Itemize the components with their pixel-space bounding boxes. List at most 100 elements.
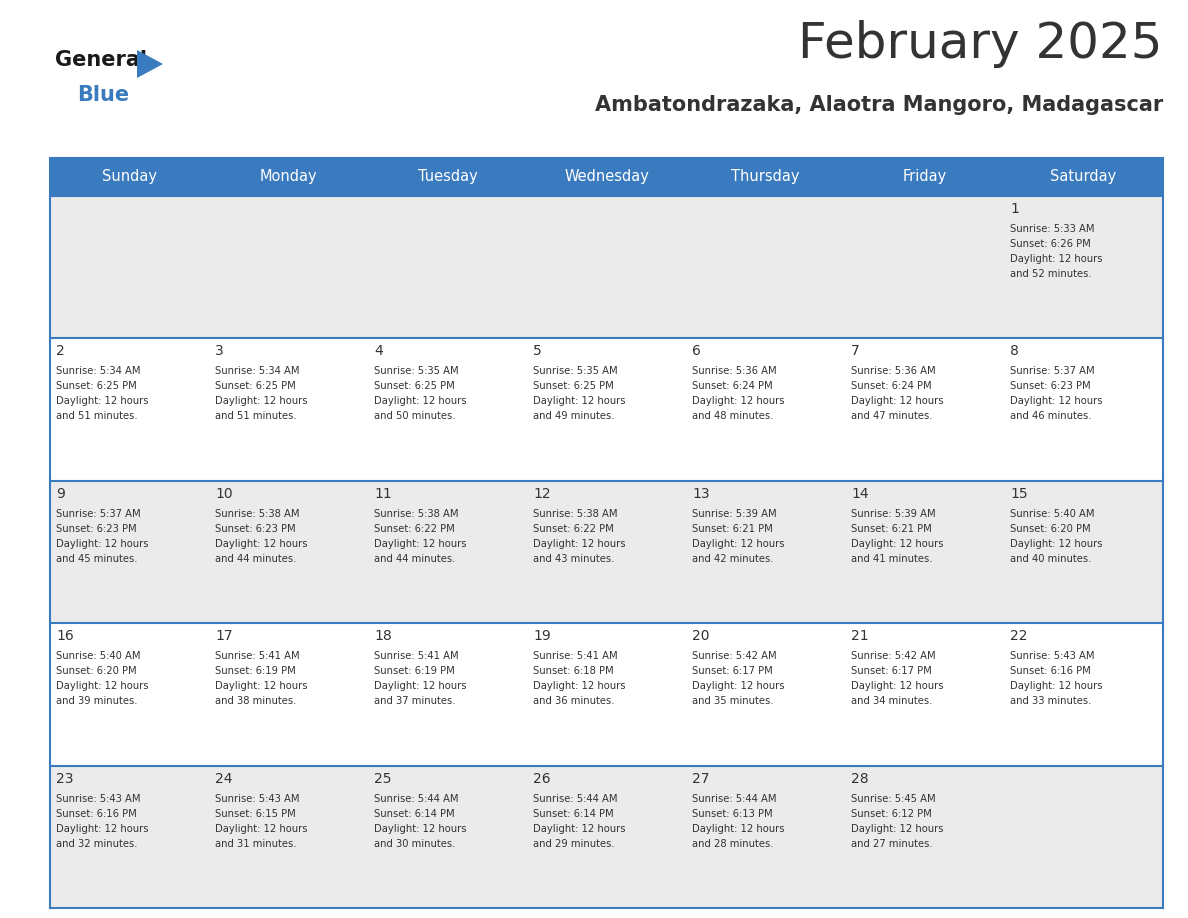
Text: Daylight: 12 hours: Daylight: 12 hours	[533, 681, 626, 691]
Bar	[50, 766, 1163, 908]
Text: 4: 4	[374, 344, 383, 358]
Text: 26: 26	[533, 772, 550, 786]
Text: Sunset: 6:26 PM: Sunset: 6:26 PM	[1010, 239, 1091, 249]
Text: Sunset: 6:19 PM: Sunset: 6:19 PM	[215, 666, 296, 677]
Text: and 27 minutes.: and 27 minutes.	[851, 839, 933, 848]
Text: Sunrise: 5:37 AM: Sunrise: 5:37 AM	[56, 509, 140, 519]
Text: 10: 10	[215, 487, 233, 501]
Text: Daylight: 12 hours: Daylight: 12 hours	[1010, 539, 1102, 549]
Text: Sunrise: 5:44 AM: Sunrise: 5:44 AM	[533, 793, 618, 803]
Text: and 30 minutes.: and 30 minutes.	[374, 839, 455, 848]
Text: Daylight: 12 hours: Daylight: 12 hours	[691, 823, 784, 834]
Text: Sunset: 6:24 PM: Sunset: 6:24 PM	[851, 381, 931, 391]
Text: and 52 minutes.: and 52 minutes.	[1010, 269, 1092, 279]
Bar	[50, 623, 1163, 766]
Text: Daylight: 12 hours: Daylight: 12 hours	[1010, 397, 1102, 407]
Text: Daylight: 12 hours: Daylight: 12 hours	[533, 397, 626, 407]
Text: and 33 minutes.: and 33 minutes.	[1010, 696, 1092, 706]
Text: 11: 11	[374, 487, 392, 501]
Text: Sunrise: 5:37 AM: Sunrise: 5:37 AM	[1010, 366, 1094, 376]
Text: Sunset: 6:16 PM: Sunset: 6:16 PM	[1010, 666, 1091, 677]
Text: Daylight: 12 hours: Daylight: 12 hours	[533, 823, 626, 834]
Text: 28: 28	[851, 772, 868, 786]
Text: Sunrise: 5:43 AM: Sunrise: 5:43 AM	[215, 793, 299, 803]
Text: Blue: Blue	[77, 85, 129, 105]
Text: Sunset: 6:15 PM: Sunset: 6:15 PM	[215, 809, 296, 819]
Text: Daylight: 12 hours: Daylight: 12 hours	[1010, 681, 1102, 691]
Text: Daylight: 12 hours: Daylight: 12 hours	[691, 539, 784, 549]
Text: Sunset: 6:22 PM: Sunset: 6:22 PM	[533, 524, 614, 533]
Text: 12: 12	[533, 487, 550, 501]
Text: 27: 27	[691, 772, 709, 786]
Text: Daylight: 12 hours: Daylight: 12 hours	[1010, 254, 1102, 264]
Text: Sunset: 6:23 PM: Sunset: 6:23 PM	[1010, 381, 1091, 391]
Text: Daylight: 12 hours: Daylight: 12 hours	[215, 539, 308, 549]
Text: and 46 minutes.: and 46 minutes.	[1010, 411, 1092, 421]
Text: Daylight: 12 hours: Daylight: 12 hours	[691, 397, 784, 407]
Text: and 40 minutes.: and 40 minutes.	[1010, 554, 1092, 564]
Text: and 50 minutes.: and 50 minutes.	[374, 411, 455, 421]
Text: 3: 3	[215, 344, 223, 358]
Text: Sunset: 6:21 PM: Sunset: 6:21 PM	[851, 524, 931, 533]
Text: Saturday: Saturday	[1050, 170, 1117, 185]
Text: 15: 15	[1010, 487, 1028, 501]
Text: Daylight: 12 hours: Daylight: 12 hours	[374, 397, 467, 407]
Text: Sunrise: 5:34 AM: Sunrise: 5:34 AM	[56, 366, 140, 376]
Text: Monday: Monday	[260, 170, 317, 185]
Text: 13: 13	[691, 487, 709, 501]
Text: Sunrise: 5:41 AM: Sunrise: 5:41 AM	[215, 651, 299, 661]
Text: and 36 minutes.: and 36 minutes.	[533, 696, 614, 706]
Text: Sunset: 6:16 PM: Sunset: 6:16 PM	[56, 809, 137, 819]
Text: Daylight: 12 hours: Daylight: 12 hours	[851, 539, 943, 549]
Text: Thursday: Thursday	[732, 170, 800, 185]
Text: Sunrise: 5:45 AM: Sunrise: 5:45 AM	[851, 793, 936, 803]
Bar	[50, 196, 1163, 339]
Text: and 37 minutes.: and 37 minutes.	[374, 696, 455, 706]
Text: Daylight: 12 hours: Daylight: 12 hours	[215, 681, 308, 691]
Text: Sunrise: 5:38 AM: Sunrise: 5:38 AM	[215, 509, 299, 519]
Text: February 2025: February 2025	[798, 20, 1163, 68]
Text: Sunrise: 5:44 AM: Sunrise: 5:44 AM	[691, 793, 777, 803]
Text: Friday: Friday	[903, 170, 947, 185]
Text: Sunset: 6:23 PM: Sunset: 6:23 PM	[215, 524, 296, 533]
Text: Sunset: 6:17 PM: Sunset: 6:17 PM	[691, 666, 772, 677]
Text: Sunset: 6:14 PM: Sunset: 6:14 PM	[533, 809, 614, 819]
Text: Sunrise: 5:34 AM: Sunrise: 5:34 AM	[215, 366, 299, 376]
Text: Sunrise: 5:36 AM: Sunrise: 5:36 AM	[691, 366, 777, 376]
Text: and 45 minutes.: and 45 minutes.	[56, 554, 138, 564]
Bar	[50, 158, 1163, 196]
Text: Daylight: 12 hours: Daylight: 12 hours	[374, 681, 467, 691]
Text: Sunrise: 5:36 AM: Sunrise: 5:36 AM	[851, 366, 936, 376]
Text: Sunset: 6:18 PM: Sunset: 6:18 PM	[533, 666, 614, 677]
Text: Sunrise: 5:41 AM: Sunrise: 5:41 AM	[533, 651, 618, 661]
Text: Daylight: 12 hours: Daylight: 12 hours	[215, 397, 308, 407]
Text: Sunrise: 5:38 AM: Sunrise: 5:38 AM	[533, 509, 618, 519]
Text: and 31 minutes.: and 31 minutes.	[215, 839, 297, 848]
Text: and 49 minutes.: and 49 minutes.	[533, 411, 614, 421]
Text: Sunset: 6:22 PM: Sunset: 6:22 PM	[374, 524, 455, 533]
Text: and 34 minutes.: and 34 minutes.	[851, 696, 933, 706]
Text: Sunrise: 5:43 AM: Sunrise: 5:43 AM	[1010, 651, 1094, 661]
Text: 2: 2	[56, 344, 65, 358]
Text: and 28 minutes.: and 28 minutes.	[691, 839, 773, 848]
Bar	[50, 339, 1163, 481]
Text: 9: 9	[56, 487, 65, 501]
Text: Daylight: 12 hours: Daylight: 12 hours	[374, 823, 467, 834]
Text: Ambatondrazaka, Alaotra Mangoro, Madagascar: Ambatondrazaka, Alaotra Mangoro, Madagas…	[595, 95, 1163, 115]
Text: 1: 1	[1010, 202, 1019, 216]
Text: Sunrise: 5:35 AM: Sunrise: 5:35 AM	[374, 366, 459, 376]
Text: and 51 minutes.: and 51 minutes.	[56, 411, 138, 421]
Text: and 35 minutes.: and 35 minutes.	[691, 696, 773, 706]
Text: General: General	[55, 50, 147, 70]
Text: and 44 minutes.: and 44 minutes.	[374, 554, 455, 564]
Text: 8: 8	[1010, 344, 1019, 358]
Text: Wednesday: Wednesday	[564, 170, 649, 185]
Text: and 32 minutes.: and 32 minutes.	[56, 839, 138, 848]
Text: Daylight: 12 hours: Daylight: 12 hours	[215, 823, 308, 834]
Text: Sunrise: 5:42 AM: Sunrise: 5:42 AM	[851, 651, 936, 661]
Text: Daylight: 12 hours: Daylight: 12 hours	[56, 397, 148, 407]
Text: Sunrise: 5:42 AM: Sunrise: 5:42 AM	[691, 651, 777, 661]
Text: Daylight: 12 hours: Daylight: 12 hours	[851, 823, 943, 834]
Text: Daylight: 12 hours: Daylight: 12 hours	[851, 397, 943, 407]
Text: Sunrise: 5:39 AM: Sunrise: 5:39 AM	[851, 509, 936, 519]
